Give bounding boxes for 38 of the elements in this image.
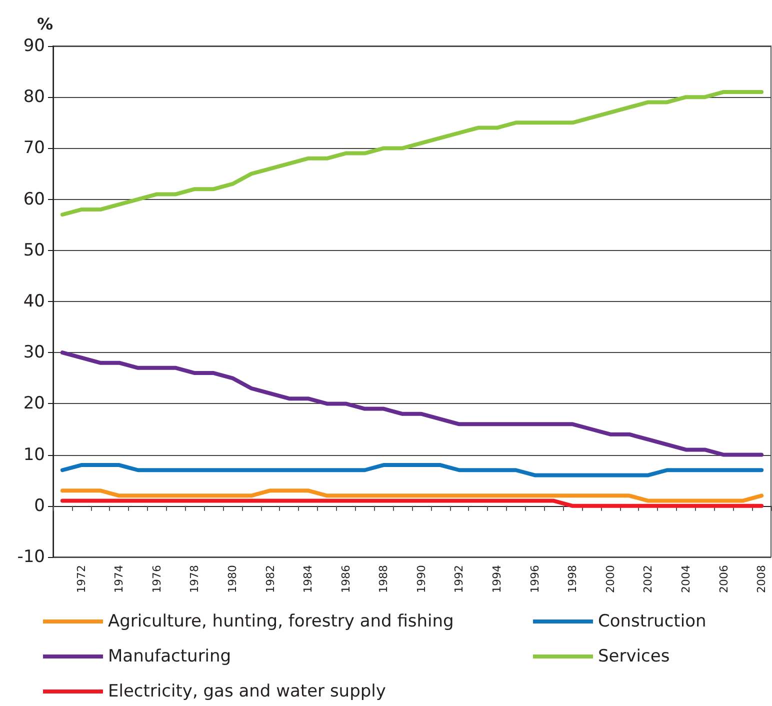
x-tick-label: 1976 xyxy=(150,565,164,593)
y-axis-title: % xyxy=(36,14,53,34)
x-tick-label: 2002 xyxy=(642,565,655,593)
y-tick-label: 0 xyxy=(34,496,45,516)
x-tick-label: 2000 xyxy=(604,565,617,593)
y-tick-label: 60 xyxy=(23,189,45,210)
y-tick-label: -10 xyxy=(17,547,45,567)
y-tick-label: 80 xyxy=(23,87,45,108)
x-tick-label: 1980 xyxy=(226,565,239,593)
x-tick-label: 2004 xyxy=(679,565,692,593)
line-series xyxy=(60,350,764,457)
x-tick-label: 1994 xyxy=(490,565,504,593)
legend-label: Electricity, gas and water supply xyxy=(108,682,386,702)
y-tick-label: 40 xyxy=(23,292,45,312)
legend-label: Services xyxy=(598,646,670,666)
y-tick-label: 70 xyxy=(23,138,45,158)
line-series xyxy=(60,90,764,217)
legend-label: Manufacturing xyxy=(108,646,232,666)
y-tick-label: 50 xyxy=(23,240,45,260)
x-tick-label: 1978 xyxy=(188,565,202,593)
x-tick-label: 1982 xyxy=(264,565,277,593)
x-tick-label: 1992 xyxy=(452,565,466,593)
x-tick-label: 1998 xyxy=(566,565,580,593)
x-tick-label: 1990 xyxy=(414,565,428,593)
y-tick-label: 20 xyxy=(23,394,45,414)
y-tick-label: 90 xyxy=(23,36,45,56)
x-tick-label: 1972 xyxy=(74,565,88,593)
x-tick-label: 1988 xyxy=(377,565,390,593)
legend-label: Construction xyxy=(598,612,706,632)
x-tick-label: 1974 xyxy=(112,565,126,593)
x-tick-label: 1996 xyxy=(528,565,542,593)
x-tick-label: 2006 xyxy=(717,565,730,593)
y-tick-label: 10 xyxy=(23,444,45,465)
x-tick-label: 1984 xyxy=(302,565,315,593)
legend-label: Agriculture, hunting, forestry and fishing xyxy=(108,612,454,632)
x-tick-label: 1986 xyxy=(339,565,352,593)
y-tick-label: 30 xyxy=(23,342,45,363)
x-tick-label: 2008 xyxy=(755,565,768,593)
